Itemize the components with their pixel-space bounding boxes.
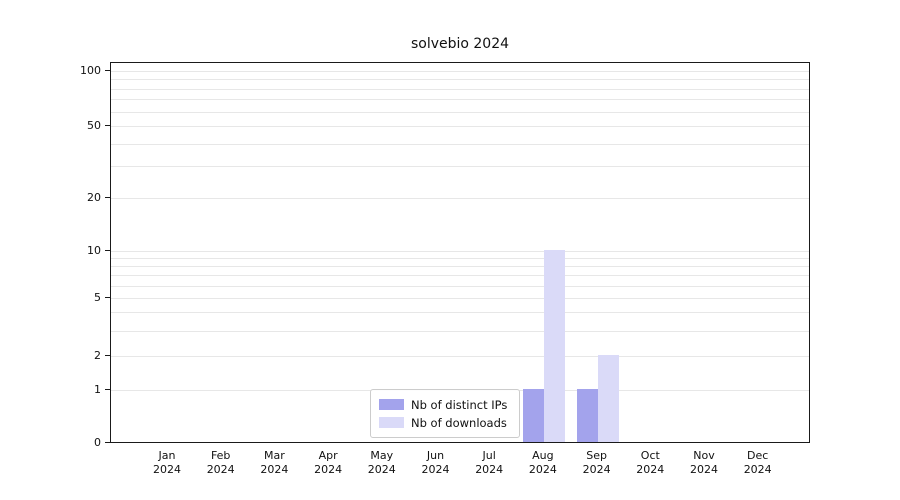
x-tick-year: 2024 xyxy=(528,463,557,476)
y-tick-mark xyxy=(105,249,110,251)
legend-swatch-downloads-icon xyxy=(379,417,404,428)
x-tick-year: 2024 xyxy=(421,463,450,476)
x-tick-label-may: May 2024 xyxy=(352,449,412,477)
x-tick-label-mar: Mar 2024 xyxy=(244,449,304,477)
plot-area xyxy=(110,62,810,443)
gridline xyxy=(111,250,809,252)
x-tick-year: 2024 xyxy=(690,463,718,476)
gridline xyxy=(111,330,809,332)
x-tick-year: 2024 xyxy=(582,463,611,476)
x-tick-month: Jun xyxy=(426,449,445,462)
y-tick-mark xyxy=(105,297,110,299)
gridline xyxy=(111,99,809,101)
x-tick-label-nov: Nov 2024 xyxy=(674,449,734,477)
bar-nb-of-downloads-sep xyxy=(597,355,619,442)
legend-label-distinct-ips: Nb of distinct IPs xyxy=(411,397,508,412)
gridline xyxy=(111,88,809,90)
x-tick-year: 2024 xyxy=(314,463,343,476)
x-tick-month: Oct xyxy=(640,449,660,462)
gridline xyxy=(111,126,809,127)
x-tick-month: Jul xyxy=(482,449,496,462)
gridline xyxy=(111,198,809,200)
x-tick-year: 2024 xyxy=(636,463,665,476)
gridline xyxy=(111,356,809,358)
x-tick-month: Dec xyxy=(747,449,769,462)
x-tick-label-apr: Apr 2024 xyxy=(298,449,358,477)
x-tick-year: 2024 xyxy=(743,463,772,476)
y-tick-label: 100 xyxy=(80,64,101,78)
legend-swatch-distinct-ips-icon xyxy=(379,399,404,410)
y-tick-mark xyxy=(105,70,110,72)
y-tick-label: 0 xyxy=(94,436,101,449)
legend: Nb of distinct IPs Nb of downloads xyxy=(370,389,520,438)
x-tick-year: 2024 xyxy=(475,463,504,476)
gridline xyxy=(111,71,809,73)
y-tick-label: 10 xyxy=(87,243,101,257)
gridline xyxy=(111,266,809,268)
legend-item-distinct-ips: Nb of distinct IPs xyxy=(379,398,511,412)
bar-nb-of-distinct-ips-aug xyxy=(522,389,544,442)
y-tick-label: 1 xyxy=(94,383,101,397)
x-tick-year: 2024 xyxy=(206,463,235,476)
y-tick-label: 50 xyxy=(87,119,101,132)
gridline xyxy=(111,298,809,300)
bar-nb-of-distinct-ips-sep xyxy=(576,389,598,442)
gridline xyxy=(111,166,809,168)
legend-item-downloads: Nb of downloads xyxy=(379,416,511,430)
x-tick-month: May xyxy=(370,449,394,462)
x-tick-year: 2024 xyxy=(260,463,289,476)
x-tick-label-feb: Feb 2024 xyxy=(191,449,251,477)
x-tick-label-jun: Jun 2024 xyxy=(406,449,466,477)
x-tick-label-aug: Aug 2024 xyxy=(513,449,573,477)
x-tick-month: Nov xyxy=(693,449,715,462)
x-tick-label-oct: Oct 2024 xyxy=(620,449,680,477)
y-tick-mark xyxy=(105,125,110,126)
x-tick-label-jul: Jul 2024 xyxy=(459,449,519,477)
chart-title: solvebio 2024 xyxy=(410,36,510,52)
y-tick-label: 20 xyxy=(87,191,101,205)
y-tick-mark xyxy=(105,389,110,391)
x-tick-label-dec: Dec 2024 xyxy=(728,449,788,477)
gridline xyxy=(111,143,809,145)
x-tick-month: Mar xyxy=(264,449,285,462)
x-tick-label-jan: Jan 2024 xyxy=(137,449,197,477)
legend-label-downloads: Nb of downloads xyxy=(411,415,507,430)
y-tick-label: 2 xyxy=(94,349,101,363)
y-tick-label: 5 xyxy=(94,291,101,305)
x-tick-label-sep: Sep 2024 xyxy=(567,449,627,477)
x-tick-year: 2024 xyxy=(367,463,396,476)
bar-nb-of-downloads-aug xyxy=(543,250,565,442)
y-tick-mark xyxy=(105,197,110,199)
y-tick-mark xyxy=(105,442,110,443)
gridline xyxy=(111,111,809,113)
gridline xyxy=(111,312,809,314)
x-tick-month: Feb xyxy=(210,449,231,462)
x-tick-year: 2024 xyxy=(153,463,181,476)
gridline xyxy=(111,258,809,260)
x-tick-month: Jan xyxy=(158,449,176,462)
gridline xyxy=(111,285,809,287)
x-tick-month: Apr xyxy=(318,449,338,462)
x-tick-month: Sep xyxy=(586,449,607,462)
gridline xyxy=(111,79,809,81)
y-tick-mark xyxy=(105,355,110,357)
gridline xyxy=(111,275,809,277)
x-tick-month: Aug xyxy=(532,449,554,462)
